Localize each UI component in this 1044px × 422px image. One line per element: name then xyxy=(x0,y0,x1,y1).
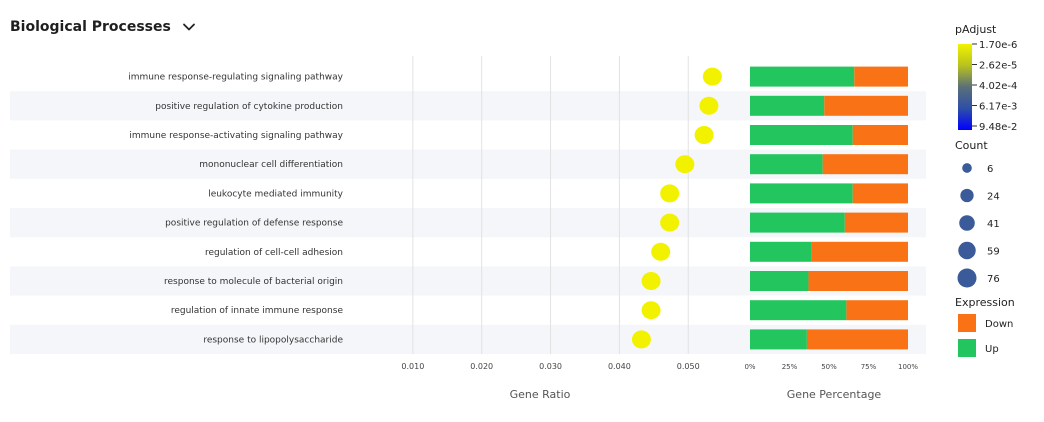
padjust-legend-title: pAdjust xyxy=(955,23,997,36)
pct-tick-label: 0% xyxy=(744,363,755,371)
count-legend-title: Count xyxy=(955,139,988,152)
data-point xyxy=(641,272,661,290)
category-label: response to lipopolysaccharide xyxy=(203,335,343,345)
data-point xyxy=(660,213,680,232)
count-legend-dot xyxy=(957,268,977,288)
category-label: positive regulation of cytokine producti… xyxy=(155,102,343,112)
count-legend-dot xyxy=(958,241,976,260)
data-point xyxy=(694,126,714,144)
padjust-label: 6.17e-3 xyxy=(979,102,1017,113)
category-label: response to molecule of bacterial origin xyxy=(164,277,343,287)
down-bar xyxy=(852,125,908,145)
count-label: 24 xyxy=(987,192,1000,203)
padjust-label: 9.48e-2 xyxy=(979,122,1017,133)
pct-tick-label: 25% xyxy=(782,363,798,371)
pct-tick-label: 100% xyxy=(898,363,918,371)
up-bar xyxy=(750,154,823,175)
padjust-colorbar xyxy=(958,44,972,130)
padjust-label: 2.62e-5 xyxy=(979,61,1017,72)
up-bar xyxy=(750,95,825,116)
pct-tick-label: 50% xyxy=(821,363,837,371)
up-bar xyxy=(750,271,809,291)
down-bar xyxy=(844,212,908,233)
count-legend-dot xyxy=(962,163,972,173)
data-point xyxy=(702,67,722,86)
section-title: Biological Processes xyxy=(10,19,171,35)
count-legend-dot xyxy=(959,215,975,231)
expression-legend-title: Expression xyxy=(955,296,1015,309)
expression-swatch xyxy=(958,314,976,332)
down-bar xyxy=(852,183,908,204)
data-point xyxy=(641,301,661,320)
data-point xyxy=(660,184,680,203)
data-point xyxy=(631,330,651,349)
category-label: immune response-regulating signaling pat… xyxy=(128,73,343,83)
down-bar xyxy=(806,329,908,350)
data-point xyxy=(699,96,719,115)
padjust-label: 4.02e-4 xyxy=(979,81,1017,92)
x-tick-label: 0.040 xyxy=(608,362,631,371)
category-label: leukocyte mediated immunity xyxy=(208,189,343,199)
down-bar xyxy=(854,66,908,87)
x-tick-label: 0.050 xyxy=(677,362,700,371)
up-bar xyxy=(750,125,853,145)
up-bar xyxy=(750,183,853,204)
category-label: mononuclear cell differentiation xyxy=(199,160,343,170)
category-label: positive regulation of defense response xyxy=(165,219,343,229)
down-bar xyxy=(846,300,908,321)
up-bar xyxy=(750,212,845,233)
category-label: regulation of cell-cell adhesion xyxy=(205,248,343,258)
down-bar xyxy=(824,95,908,116)
chevron-down-icon[interactable] xyxy=(181,19,197,35)
count-label: 59 xyxy=(987,247,1000,258)
section-header[interactable]: Biological Processes xyxy=(10,14,197,40)
count-label: 41 xyxy=(987,219,1000,230)
up-bar xyxy=(750,241,812,262)
category-label: immune response-activating signaling pat… xyxy=(129,131,343,141)
down-bar xyxy=(808,271,908,291)
x-axis-title: Gene Ratio xyxy=(510,388,571,401)
expression-label: Down xyxy=(985,319,1013,330)
expression-swatch xyxy=(958,339,976,357)
down-bar xyxy=(811,241,908,262)
padjust-label: 1.70e-6 xyxy=(979,40,1017,51)
up-bar xyxy=(750,300,847,321)
data-point xyxy=(651,242,671,261)
x-tick-label: 0.030 xyxy=(539,362,562,371)
up-bar xyxy=(750,66,855,87)
expression-label: Up xyxy=(985,344,999,355)
count-label: 76 xyxy=(987,274,1000,285)
x-tick-label: 0.020 xyxy=(470,362,493,371)
data-point xyxy=(675,155,695,174)
count-label: 6 xyxy=(987,164,993,175)
pct-axis-title: Gene Percentage xyxy=(787,388,882,401)
count-legend-dot xyxy=(960,188,974,203)
category-label: regulation of innate immune response xyxy=(171,306,344,316)
down-bar xyxy=(822,154,908,175)
x-tick-label: 0.010 xyxy=(401,362,424,371)
up-bar xyxy=(750,329,807,350)
pct-tick-label: 75% xyxy=(861,363,877,371)
